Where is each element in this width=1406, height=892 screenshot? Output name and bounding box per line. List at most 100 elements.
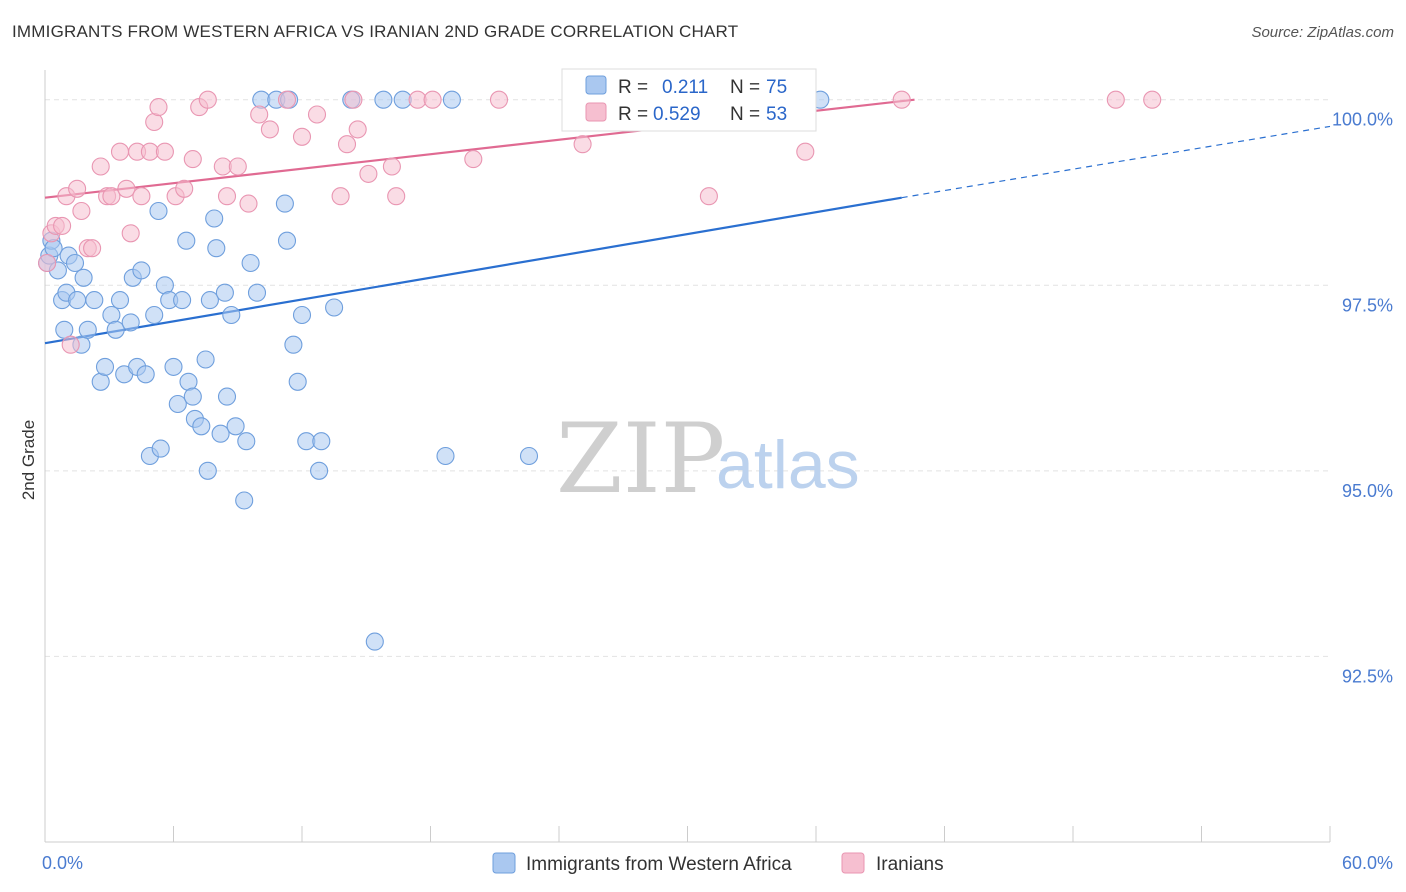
trend-lines <box>44 98 1331 345</box>
data-point-blue <box>217 387 237 406</box>
data-point-blue <box>132 261 151 280</box>
y-tick-label: 95.0% <box>1342 481 1393 501</box>
legend-n-label-blue: N = <box>730 77 760 98</box>
data-point-pink <box>348 120 367 139</box>
data-point-blue <box>149 201 168 221</box>
data-point-blue <box>151 439 170 458</box>
data-point-pink <box>68 179 87 198</box>
data-point-blue <box>110 291 130 310</box>
legend-n-value-blue: 75 <box>766 77 787 98</box>
data-point-pink <box>573 135 592 154</box>
data-point-pink <box>1143 90 1162 109</box>
stats-legend: R = 0.211 N = 75 R = 0.529 N = 53 <box>561 68 817 132</box>
data-point-blue <box>91 372 110 391</box>
data-point-pink <box>175 179 194 198</box>
data-point-pink <box>102 187 121 206</box>
data-point-blue <box>74 268 93 287</box>
legend-n-label-pink: N = <box>730 104 760 125</box>
data-point-pink <box>796 142 815 161</box>
data-point-blue <box>145 305 164 325</box>
data-point-pink <box>155 142 174 161</box>
data-point-pink <box>892 90 911 109</box>
data-point-blue <box>215 283 234 302</box>
data-point-pink <box>1106 90 1125 109</box>
data-point-blue <box>442 90 461 109</box>
y-tick-label: 100.0% <box>1332 110 1393 130</box>
data-point-pink <box>83 239 102 258</box>
data-point-pink <box>38 253 57 273</box>
legend-r-value-blue: 0.211 <box>662 77 708 98</box>
data-point-blue <box>325 298 344 317</box>
legend-r-label-blue: R = <box>618 77 648 98</box>
chart-title: IMMIGRANTS FROM WESTERN AFRICA VS IRANIA… <box>12 22 739 41</box>
x-tick-label-max: 60.0% <box>1342 853 1393 873</box>
series-legend-label-blue: Immigrants from Western Africa <box>526 854 792 875</box>
data-point-blue <box>235 491 254 510</box>
data-point-pink <box>217 187 237 206</box>
legend-r-label-pink: R = <box>618 104 648 125</box>
data-point-blue <box>247 283 267 302</box>
data-point-blue <box>196 350 215 369</box>
axes <box>44 70 1331 843</box>
series-legend: Immigrants from Western Africa Iranians <box>492 852 944 875</box>
data-point-pink <box>344 90 363 109</box>
data-point-blue <box>277 231 297 250</box>
data-point-blue <box>241 253 260 273</box>
data-point-pink <box>121 224 140 243</box>
data-point-blue <box>65 253 85 273</box>
legend-n-value-pink: 53 <box>766 104 787 125</box>
series-legend-swatch-blue <box>492 852 516 874</box>
data-point-pink <box>117 179 136 198</box>
data-point-pink <box>699 187 718 206</box>
data-point-blue <box>275 194 294 213</box>
data-point-pink <box>331 187 350 206</box>
data-point-pink <box>132 187 151 206</box>
data-point-pink <box>359 164 378 183</box>
data-point-pink <box>61 335 80 354</box>
data-point-pink <box>292 127 312 146</box>
data-point-pink <box>382 157 401 176</box>
data-point-pink <box>149 98 168 117</box>
data-point-pink <box>213 157 232 176</box>
data-point-pink <box>183 150 202 169</box>
chart-source: Source: ZipAtlas.com <box>1251 24 1394 41</box>
data-point-blue <box>200 291 219 310</box>
legend-swatch-pink <box>585 102 607 122</box>
data-point-blue <box>68 291 87 310</box>
watermark: ZIP atlas <box>556 403 860 515</box>
data-point-blue <box>312 432 331 451</box>
data-point-pink <box>91 157 110 176</box>
data-point-blue <box>164 357 183 376</box>
series-legend-swatch-pink <box>841 852 865 874</box>
data-point-blue <box>121 313 140 332</box>
data-point-blue <box>226 417 245 436</box>
data-point-blue <box>237 432 256 451</box>
data-point-pink <box>72 201 91 221</box>
data-point-blue <box>292 305 312 325</box>
data-point-blue <box>374 90 393 109</box>
trend-line-blue <box>44 196 902 345</box>
data-point-pink <box>239 194 258 213</box>
series-legend-label-pink: Iranians <box>876 854 944 875</box>
data-point-blue <box>192 417 211 436</box>
data-point-blue <box>284 335 303 354</box>
data-point-blue <box>365 632 384 651</box>
data-point-blue <box>136 365 155 384</box>
data-point-blue <box>106 320 125 339</box>
data-point-blue <box>85 291 104 310</box>
watermark-zip: ZIP <box>556 403 725 515</box>
data-point-blue <box>222 305 241 325</box>
data-point-pink <box>337 135 357 154</box>
data-point-blue <box>310 461 329 480</box>
data-point-blue <box>198 461 217 480</box>
data-point-pink <box>464 150 483 169</box>
data-point-pink <box>250 105 269 124</box>
data-point-pink <box>423 90 442 109</box>
data-point-blue <box>436 446 455 466</box>
data-point-pink <box>489 90 509 109</box>
legend-r-value-pink: 0.529 <box>653 104 701 125</box>
data-point-pink <box>140 142 159 161</box>
data-point-blue <box>78 320 97 339</box>
data-point-blue <box>207 239 226 258</box>
